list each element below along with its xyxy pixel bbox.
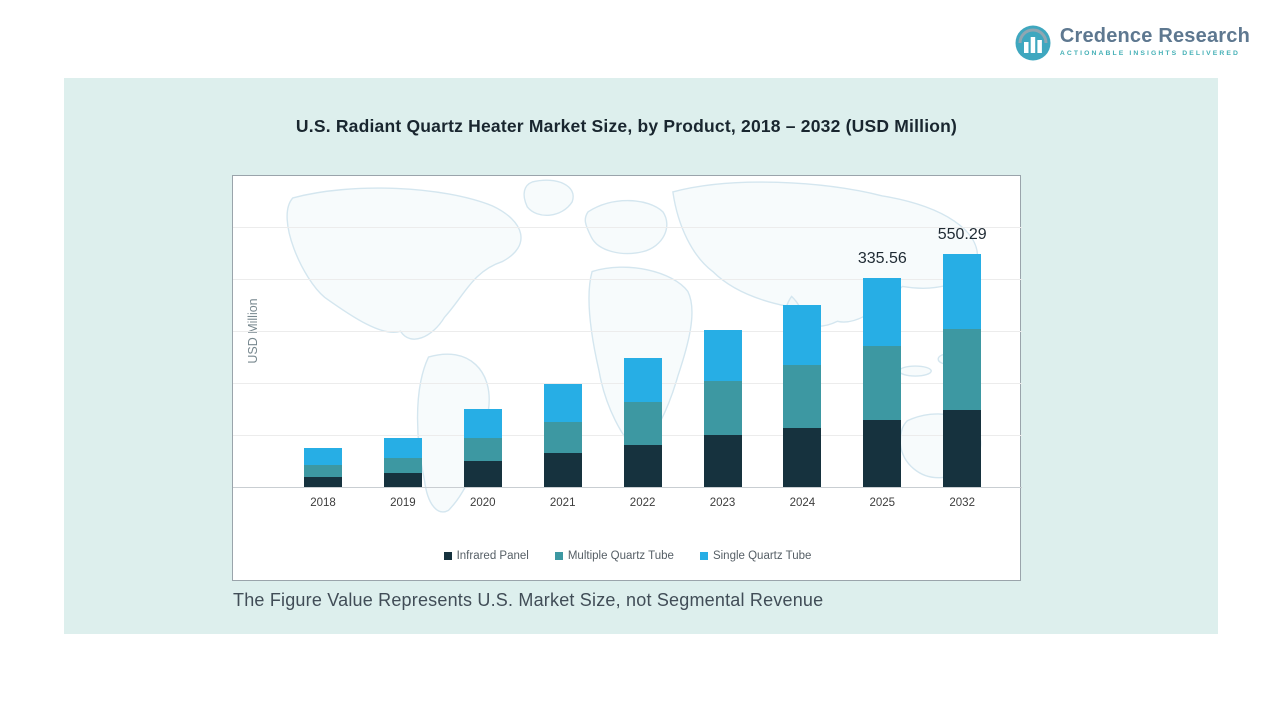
- bar-2025: [863, 277, 902, 487]
- bar-2032: [943, 254, 982, 487]
- bar-segment: [463, 460, 502, 487]
- plot-area: 335.56 550.29: [233, 176, 1022, 488]
- bar-segment: [383, 473, 422, 487]
- bar-segment: [304, 448, 342, 465]
- x-tick-label: 2020: [470, 497, 496, 509]
- bar-segment: [623, 358, 662, 403]
- bar-segment: [703, 380, 742, 436]
- bar-segment: [783, 304, 822, 366]
- logo-text: Credence Research Actionable Insights De…: [1060, 24, 1250, 57]
- bar-segment: [703, 330, 742, 381]
- legend-swatch: [443, 552, 452, 560]
- x-axis: 2018 2019 2020 2021 2022 2023 2024 2025 2032: [233, 489, 1022, 513]
- footnote: The Figure Value Represents U.S. Market …: [233, 590, 824, 610]
- logo-bar-chart-icon: [1014, 24, 1052, 62]
- bar-2019: [383, 438, 422, 487]
- x-tick-label: 2021: [549, 497, 576, 509]
- legend-item: Multiple Quartz Tube: [554, 550, 674, 562]
- logo: Credence Research Actionable Insights De…: [1014, 24, 1250, 62]
- bar-segment: [943, 410, 982, 487]
- x-tick-label: 2032: [949, 497, 975, 509]
- legend-swatch: [699, 552, 708, 560]
- bar-2020: [463, 409, 502, 487]
- bar-segment: [943, 329, 982, 411]
- x-tick-label: 2018: [310, 497, 336, 509]
- bar-segment: [543, 452, 582, 487]
- bar-segment: [304, 477, 342, 487]
- chart-title: U.S. Radiant Quartz Heater Market Size, …: [295, 116, 958, 136]
- bar-value-label: 550.29: [937, 226, 987, 244]
- content-panel: U.S. Radiant Quartz Heater Market Size, …: [64, 78, 1218, 634]
- bar-segment: [863, 419, 902, 487]
- bar-segment: [304, 464, 342, 477]
- legend: Infrared Panel Multiple Quartz Tube Single…: [233, 550, 1022, 562]
- bar-segment: [783, 365, 822, 428]
- bar-segment: [463, 409, 502, 439]
- logo-tagline: Actionable Insights Delivered: [1059, 50, 1241, 57]
- bar-segment: [543, 421, 582, 453]
- legend-label: Infrared Panel: [456, 550, 529, 562]
- x-tick-label: 2024: [789, 497, 816, 509]
- bar-segment: [543, 384, 582, 422]
- bar-segment: [863, 346, 902, 420]
- bar-segment: [623, 402, 662, 446]
- legend-label: Single Quartz Tube: [712, 550, 812, 562]
- bar-2023: [703, 330, 742, 487]
- legend-swatch: [554, 552, 563, 560]
- bar-segment: [703, 435, 742, 487]
- bar-value-label: 335.56: [857, 249, 907, 267]
- x-tick-label: 2022: [629, 497, 656, 509]
- bar-segment: [463, 438, 502, 461]
- bar-segment: [863, 277, 902, 347]
- bar-2022: [623, 358, 662, 487]
- bar-segment: [943, 254, 982, 330]
- bar-segment: [623, 445, 662, 487]
- legend-label: Multiple Quartz Tube: [567, 550, 674, 562]
- bar-2024: [783, 304, 822, 487]
- x-tick-label: 2025: [869, 497, 896, 509]
- logo-name: Credence Research: [1059, 25, 1250, 47]
- x-tick-label: 2019: [390, 497, 416, 509]
- legend-item: Single Quartz Tube: [699, 550, 812, 562]
- legend-item: Infrared Panel: [443, 550, 529, 562]
- bar-2021: [543, 384, 582, 487]
- x-tick-label: 2023: [709, 497, 736, 509]
- bar-segment: [383, 458, 422, 474]
- bar-2018: [304, 448, 342, 487]
- bar-segment: [383, 438, 422, 459]
- bar-segment: [783, 427, 822, 487]
